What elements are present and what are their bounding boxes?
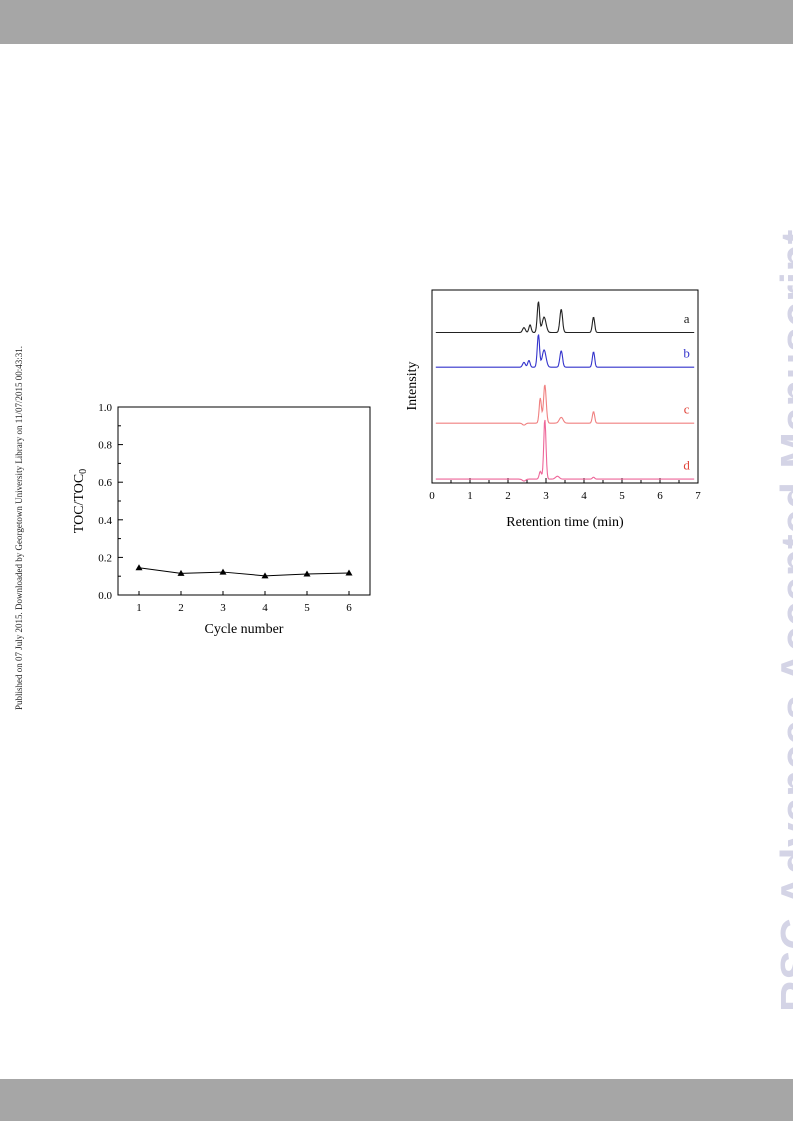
chromatogram-trace-d [435,419,695,482]
download-note: Published on 07 July 2015. Downloaded by… [14,346,24,710]
chromatogram-trace-labels: a b c d [683,311,690,473]
toc-ticks: 1 2 3 4 5 6 0.0 0.2 0.4 0.6 0.8 1.0 [98,402,352,614]
chromatogram-trace-label: b [683,346,690,361]
chromatogram-trace-label: c [684,402,690,417]
toc-ylabel: TOC/TOC0 [72,469,89,533]
toc-xtick-label: 5 [304,602,310,614]
toc-plot-frame [117,406,371,596]
toc-ytick-label: 0.6 [98,477,112,489]
toc-data-point [135,564,143,571]
toc-data-point [177,569,185,576]
chromatogram-ticks: 0 1 2 3 4 5 6 7 [429,478,701,502]
toc-xtick-label: 2 [178,602,184,614]
toc-ytick-label: 0.4 [98,515,112,527]
chromatogram-trace-a [435,301,695,334]
toc-ytick-label: 0.2 [98,552,112,564]
chromatogram-trace-b [435,334,695,368]
chromatogram-trace-c [435,384,695,426]
chromatogram-ylabel: Intensity [405,362,420,411]
chromatogram-trace-label: a [684,311,690,326]
chromatogram-trace-label: d [683,457,690,472]
toc-data-point [345,569,353,576]
bottom-band [0,1079,793,1121]
toc-ytick-label: 1.0 [98,402,112,414]
toc-xtick-label: 4 [262,602,268,614]
toc-data-point [303,570,311,577]
toc-series-line [138,567,350,577]
toc-markers [135,564,353,579]
chromatogram-xtick-label: 4 [581,490,587,502]
toc-chart: 1 2 3 4 5 6 0.0 0.2 0.4 0.6 0.8 1.0 Cycle number TO… [72,402,371,637]
toc-data-point [219,568,227,575]
toc-ytick-label: 0.8 [98,440,112,452]
toc-data-point [261,572,269,579]
chromatogram-traces [435,301,695,482]
chromatogram-xtick-label: 2 [505,490,511,502]
toc-xlabel: Cycle number [205,622,284,637]
chromatogram-xtick-label: 5 [619,490,625,502]
toc-xtick-label: 1 [136,602,142,614]
chromatogram-chart: 0 1 2 3 4 5 6 7 a b c d Retention time (min) Inten… [405,289,701,530]
toc-xtick-label: 6 [346,602,352,614]
chromatogram-plot-frame [431,289,699,484]
chromatogram-xtick-label: 0 [429,490,435,502]
chromatogram-xtick-label: 3 [543,490,549,502]
top-band [0,0,793,44]
toc-xtick-label: 3 [220,602,226,614]
watermark: RSC Advances Accepted Manuscript [772,229,793,1012]
chromatogram-xtick-label: 1 [467,490,473,502]
chromatogram-xtick-label: 6 [657,490,663,502]
chromatogram-xlabel: Retention time (min) [506,515,624,530]
chromatogram-xtick-label: 7 [695,490,701,502]
toc-ytick-label: 0.0 [98,590,112,602]
